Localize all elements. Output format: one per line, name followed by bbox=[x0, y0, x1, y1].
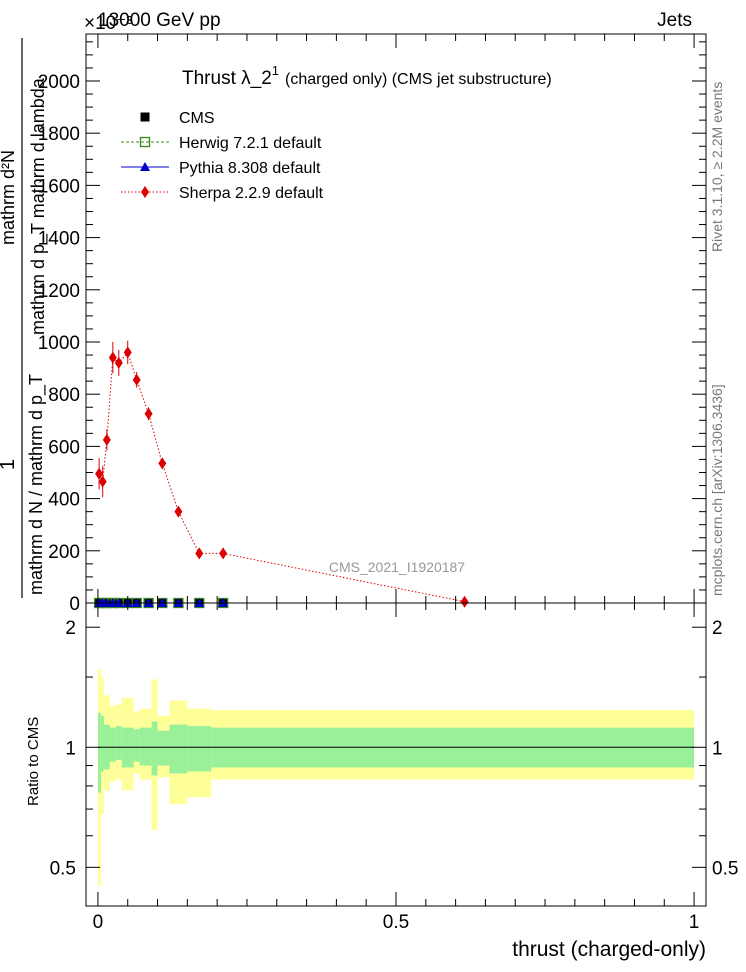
x-tick-label: 1 bbox=[689, 912, 700, 933]
legend: CMS Herwig 7.2.1 default Pythia 8.308 defa… bbox=[121, 110, 324, 202]
legend-herwig-marker bbox=[139, 136, 151, 148]
main-y-tick-label: 0 bbox=[69, 594, 80, 615]
sherpa-data-point bbox=[144, 407, 153, 420]
legend-sherpa-label: Sherpa 2.2.9 default bbox=[179, 185, 324, 202]
y-axis-title-top: 1 bbox=[0, 459, 19, 470]
sherpa-data-point bbox=[219, 547, 228, 560]
mcplots-label: mcplots.cern.ch [arXiv:1306.3436] bbox=[709, 384, 725, 596]
main-y-tick-label: 2000 bbox=[38, 72, 80, 93]
main-y-tick-label: 800 bbox=[48, 385, 80, 406]
chart-title-sup: 1 bbox=[272, 63, 279, 78]
legend-cms-label: CMS bbox=[179, 110, 215, 127]
legend-herwig-label: Herwig 7.2.1 default bbox=[179, 135, 322, 152]
y-axis-title-denominator: mathrm d p_T mathrm d lambda bbox=[28, 77, 49, 335]
legend-pythia-marker bbox=[140, 162, 150, 171]
sherpa-data-point bbox=[98, 475, 107, 488]
main-y-tick-label: 200 bbox=[48, 542, 80, 563]
svg-text:Thrust λ_21(charged only) (CMS: Thrust λ_21 (charged only) (CMS jet subst… bbox=[182, 63, 552, 89]
y-axis-title-bottom: mathrm d N / mathrm d p_T bbox=[26, 374, 47, 595]
ratio-y-tick-label: 0.5 bbox=[50, 858, 76, 879]
ratio-inner-band-segment bbox=[139, 727, 152, 766]
legend-sherpa-marker bbox=[141, 186, 149, 198]
main-y-tick-label: 600 bbox=[48, 437, 80, 458]
ratio-plot-frame bbox=[85, 602, 707, 907]
y-axis-title-numerator: mathrm d²N bbox=[0, 150, 18, 245]
exponent-label: ×10⁻³ bbox=[84, 13, 133, 34]
ratio-y-tick-label: 2 bbox=[65, 618, 76, 639]
main-y-tick-label: 400 bbox=[48, 490, 80, 511]
ratio-inner-band-segment bbox=[169, 724, 188, 774]
ratio-inner-band-segment bbox=[100, 715, 104, 772]
ratio-inner-band-segment bbox=[157, 730, 170, 766]
sherpa-data-point bbox=[460, 595, 469, 608]
main-plot-panel: 1 mathrm d N / mathrm d p_T mathrm d²N m… bbox=[0, 33, 707, 615]
chart-title-main: Thrust λ_2 bbox=[182, 68, 272, 89]
chart-title: Thrust λ_21 (charged only) (CMS jet subst… bbox=[182, 63, 552, 89]
main-y-tick-label: 1200 bbox=[38, 281, 80, 302]
ratio-inner-band-segment bbox=[187, 726, 212, 772]
main-y-tick-label: 1000 bbox=[38, 333, 80, 354]
analysis-id-label: CMS_2021_I1920187 bbox=[329, 559, 465, 575]
ratio-y-tick-label-right: 2 bbox=[712, 618, 723, 639]
ratio-inner-band-segment bbox=[151, 721, 158, 776]
ratio-y-tick-label-right: 1 bbox=[712, 738, 723, 759]
rivet-label: Rivet 3.1.10, ≥ 2.2M events bbox=[709, 82, 725, 252]
ratio-plot-panel: 0.5 0.5 1 1 2 2 0 0.5 1 Ratio to CMS thrust (cha… bbox=[25, 602, 738, 961]
sherpa-data-point bbox=[123, 346, 132, 359]
sherpa-data-point bbox=[132, 373, 141, 386]
sherpa-data-point bbox=[174, 505, 183, 518]
sherpa-data-point bbox=[195, 547, 204, 560]
main-y-tick-label: 1800 bbox=[38, 124, 80, 145]
main-y-axis-title: 1 mathrm d N / mathrm d p_T mathrm d²N m… bbox=[0, 38, 49, 598]
ratio-y-tick-label: 1 bbox=[65, 738, 76, 759]
sherpa-data-point bbox=[102, 433, 111, 446]
chart-title-suffix: (charged only) (CMS jet substructure) bbox=[285, 71, 552, 88]
main-y-tick-label: 1400 bbox=[38, 229, 80, 250]
ratio-y-axis-title: Ratio to CMS bbox=[25, 717, 42, 806]
sherpa-data-point bbox=[158, 457, 167, 470]
sherpa-data-point bbox=[95, 467, 104, 480]
sherpa-data-point bbox=[114, 356, 123, 369]
x-tick-label: 0.5 bbox=[383, 912, 409, 933]
legend-cms-marker bbox=[140, 112, 150, 122]
ratio-inner-band-segment bbox=[109, 727, 116, 762]
ratio-y-tick-label-right: 0.5 bbox=[712, 858, 738, 879]
header-right-label: Jets bbox=[657, 10, 692, 31]
legend-pythia-label: Pythia 8.308 default bbox=[179, 160, 321, 177]
ratio-inner-band-segment bbox=[115, 726, 122, 760]
ratio-inner-band-segment bbox=[97, 712, 101, 793]
main-y-tick-label: 1600 bbox=[38, 176, 80, 197]
x-axis-title: thrust (charged-only) bbox=[512, 938, 706, 961]
header-left-label: 13000 GeV pp bbox=[98, 10, 221, 31]
x-tick-label: 0 bbox=[93, 912, 104, 933]
sherpa-data-point bbox=[108, 351, 117, 364]
ratio-inner-band-segment bbox=[133, 729, 140, 762]
